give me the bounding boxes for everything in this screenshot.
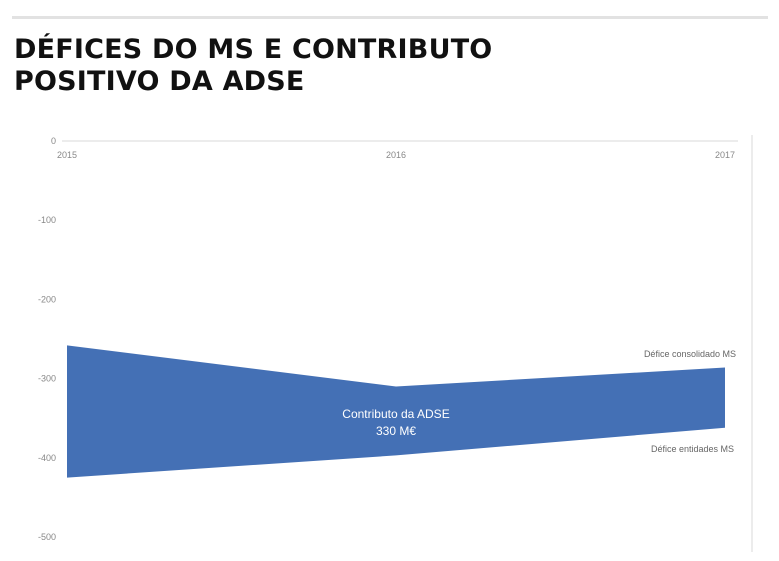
title-line-1: DÉFICES DO MS E CONTRIBUTO	[14, 34, 493, 65]
title-line-2: POSITIVO DA ADSE	[14, 66, 305, 97]
top-rule	[12, 16, 768, 19]
x-tick-label: 2017	[715, 150, 735, 160]
annotation-line-1: Contributo da ADSE	[342, 407, 449, 421]
y-tick-label: -200	[38, 294, 56, 304]
annotation-line-2: 330 M€	[376, 424, 416, 438]
chart-title: DÉFICES DO MS E CONTRIBUTO POSITIVO DA A…	[14, 34, 492, 98]
series-label-entidades: Défice entidades MS	[651, 444, 734, 454]
y-tick-label: -500	[38, 532, 56, 542]
x-tick-label: 2016	[386, 150, 406, 160]
x-tick-label: 2015	[57, 150, 77, 160]
y-tick-label: -400	[38, 453, 56, 463]
y-tick-label: -100	[38, 215, 56, 225]
y-tick-label: 0	[51, 136, 56, 146]
contributo-area	[67, 345, 725, 478]
y-tick-label: -300	[38, 374, 56, 384]
series-label-consolidado: Défice consolidado MS	[644, 349, 736, 359]
